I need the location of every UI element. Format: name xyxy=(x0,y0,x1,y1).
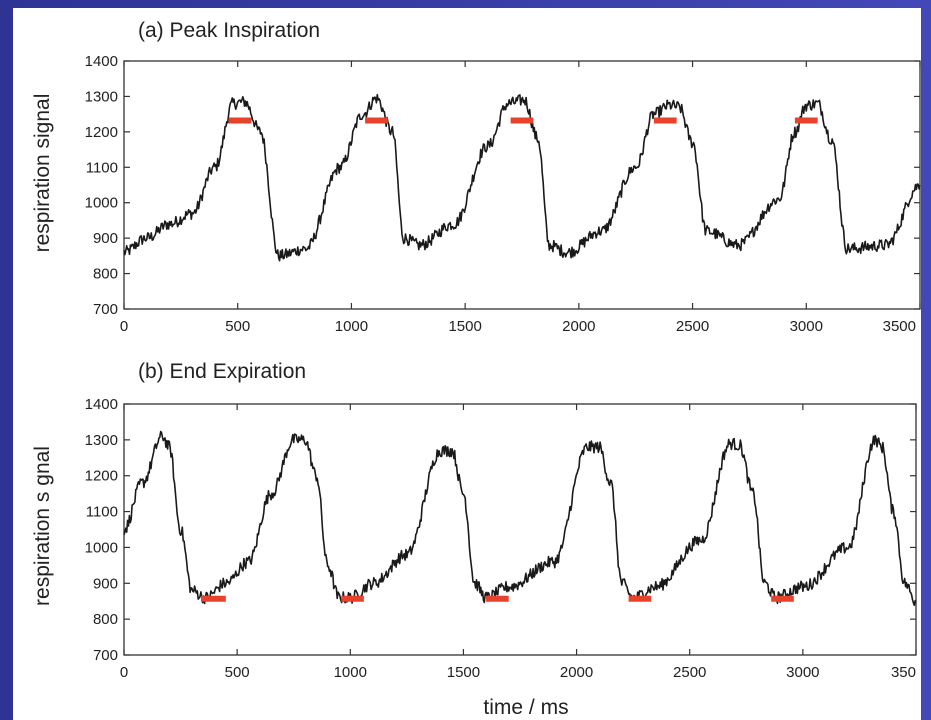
chart-b-y-axis-label: respiration s gnal xyxy=(31,446,54,606)
x-tick-label-b: 1500 xyxy=(447,664,480,681)
x-tick-label-b: 0 xyxy=(120,664,128,681)
y-tick-label-b: 900 xyxy=(93,575,118,592)
y-tick-label-b: 1000 xyxy=(85,539,118,556)
y-tick-label-b: 1200 xyxy=(85,468,118,485)
series-line-a-0 xyxy=(123,93,921,262)
chart-a-y-axis-label: respiration signal xyxy=(31,94,54,253)
y-tick-label-a: 1300 xyxy=(85,88,118,105)
x-tick-label-a: 500 xyxy=(225,318,250,335)
chart-b-x-axis-label: time / ms xyxy=(483,696,568,719)
y-tick-label-a: 1400 xyxy=(85,53,118,70)
x-tick-label-a: 3500 xyxy=(883,318,916,335)
x-tick-label-a: 2500 xyxy=(676,318,709,335)
chart-b-title: (b) End Expiration xyxy=(138,360,306,383)
y-tick-label-a: 1100 xyxy=(86,159,118,176)
y-tick-label-a: 700 xyxy=(93,301,118,318)
y-tick-label-b: 1100 xyxy=(86,504,118,521)
x-tick-label-b: 1000 xyxy=(334,664,367,681)
x-tick-label-b: 2000 xyxy=(560,664,593,681)
chart-end-expiration: (b) End Expiration respiration s gnal ti… xyxy=(31,360,917,719)
y-tick-label-a: 800 xyxy=(93,266,118,283)
x-tick-label-a: 1500 xyxy=(448,318,481,335)
x-tick-label-b: 3000 xyxy=(786,664,819,681)
x-tick-label-a: 1000 xyxy=(335,318,368,335)
x-tick-label-a: 0 xyxy=(120,318,128,335)
plot-frame-b xyxy=(123,403,917,656)
x-tick-label-b: 500 xyxy=(225,664,250,681)
figure-panel xyxy=(13,8,921,720)
chart-peak-inspiration: (a) Peak Inspiration respiration signal … xyxy=(31,19,921,335)
y-tick-label-b: 700 xyxy=(93,647,118,664)
y-tick-label-a: 900 xyxy=(93,230,118,247)
chart-a-title: (a) Peak Inspiration xyxy=(138,19,320,42)
y-tick-label-b: 1400 xyxy=(85,396,118,413)
x-tick-label-a: 2000 xyxy=(562,318,595,335)
y-tick-label-a: 1200 xyxy=(85,124,118,141)
y-tick-label-a: 1000 xyxy=(85,195,118,212)
x-tick-label-b: 350 xyxy=(891,664,916,681)
series-line-b-0 xyxy=(123,430,917,607)
x-tick-label-b: 2500 xyxy=(673,664,706,681)
y-tick-label-b: 1300 xyxy=(85,432,118,449)
y-tick-label-b: 800 xyxy=(93,611,118,628)
x-tick-label-a: 3000 xyxy=(790,318,823,335)
